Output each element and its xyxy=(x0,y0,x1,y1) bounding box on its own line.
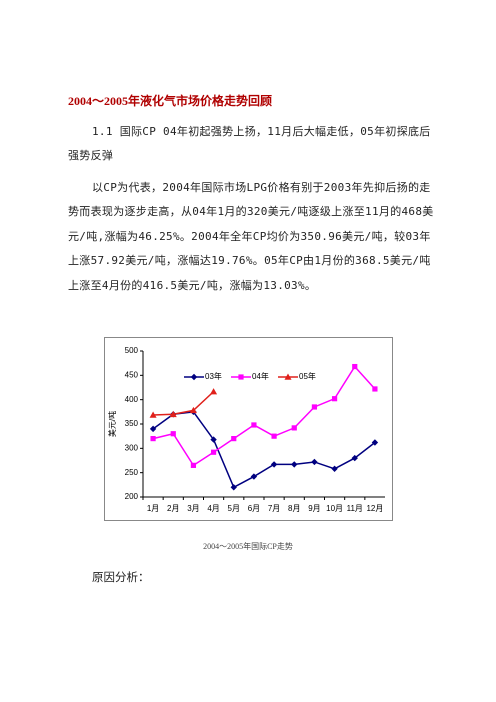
x-tick-label: 4月 xyxy=(207,504,219,513)
chart: 美元/吨 200 250 300 350 400 450 500 1月 2月 3月 4月 5月 6月 7月… xyxy=(104,337,393,521)
y-tick-label: 350 xyxy=(125,419,139,428)
x-tick-label: 2月 xyxy=(167,504,179,513)
data-point xyxy=(352,363,358,370)
data-point xyxy=(331,396,338,402)
data-point xyxy=(190,462,197,468)
x-tick-label: 5月 xyxy=(228,504,240,513)
data-point xyxy=(311,404,318,410)
legend-label: 04年 xyxy=(252,371,269,381)
y-tick-label: 300 xyxy=(125,443,139,452)
paragraph: 1.1 国际CP 04年初起强势上扬，11月后大幅走低，05年初探底后强势反弹 xyxy=(68,125,431,163)
data-point xyxy=(210,449,217,455)
data-point xyxy=(150,436,156,442)
x-tick-label: 6月 xyxy=(248,504,260,513)
data-point xyxy=(231,436,237,442)
y-tick-label: 450 xyxy=(125,370,139,379)
paragraph: 以CP为代表，2004年国际市场LPG价格有别于2003年先抑后扬的走势而表现为… xyxy=(68,181,434,292)
x-tick-label: 7月 xyxy=(268,504,280,513)
section-label: 原因分析： xyxy=(92,572,150,584)
data-point xyxy=(230,484,237,491)
data-point xyxy=(250,473,258,480)
data-point xyxy=(149,425,157,433)
x-tick-label: 11月 xyxy=(347,504,363,513)
data-point xyxy=(291,425,297,431)
data-point xyxy=(311,458,318,466)
x-tick-label: 9月 xyxy=(308,504,320,513)
data-point xyxy=(189,406,197,414)
legend-label: 05年 xyxy=(299,371,316,381)
data-point xyxy=(291,461,298,468)
data-point xyxy=(331,465,338,472)
legend-marker xyxy=(190,373,198,381)
data-point xyxy=(270,461,278,468)
x-tick-label: 1月 xyxy=(147,504,159,513)
legend-label: 03年 xyxy=(205,371,222,381)
data-point xyxy=(210,388,218,395)
x-tick-label: 8月 xyxy=(288,504,300,513)
figure-caption: 2004～2005年国际CP走势 xyxy=(203,542,293,551)
y-axis-label: 美元/吨 xyxy=(107,411,117,437)
data-point xyxy=(169,410,177,418)
y-tick-label: 500 xyxy=(125,346,139,355)
data-point xyxy=(372,386,378,392)
x-tick-label: 10月 xyxy=(326,504,343,513)
series-line xyxy=(152,411,376,489)
data-point xyxy=(251,422,257,428)
data-point xyxy=(149,411,157,418)
y-tick-label: 400 xyxy=(125,395,139,404)
data-point xyxy=(170,431,176,437)
data-point xyxy=(371,439,379,446)
heading: 2004～2005年液化气市场价格走势回顾 xyxy=(68,94,273,108)
x-tick-label: 12月 xyxy=(366,504,383,513)
series-line xyxy=(153,391,215,416)
x-tick-label: 3月 xyxy=(187,504,199,513)
y-tick-label: 200 xyxy=(125,492,139,501)
legend-marker xyxy=(284,373,292,380)
data-point xyxy=(351,454,358,462)
legend-marker xyxy=(238,374,244,380)
y-tick-label: 250 xyxy=(125,468,139,477)
data-point xyxy=(271,433,277,439)
series-line xyxy=(152,365,376,467)
